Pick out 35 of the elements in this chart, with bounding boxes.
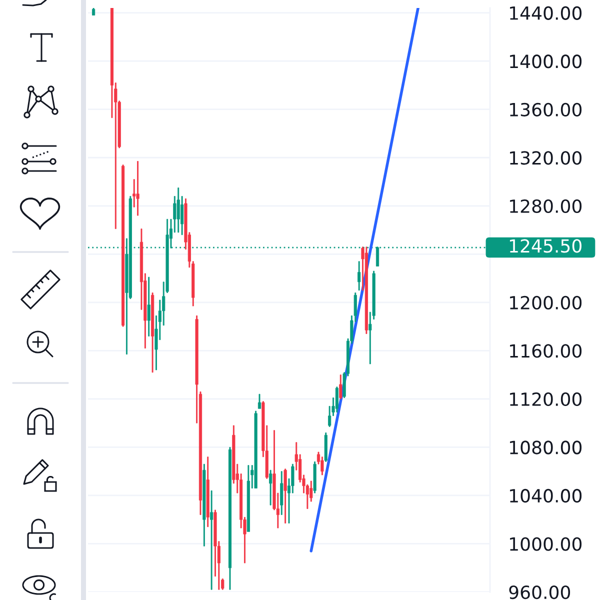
candlestick xyxy=(147,276,150,336)
candlestick xyxy=(324,432,328,462)
y-tick-label: 1040.00 xyxy=(510,488,582,503)
candlestick xyxy=(364,246,368,334)
y-tick-label: 960.00 xyxy=(509,585,570,600)
candlestick xyxy=(284,468,287,524)
candlestick xyxy=(136,161,140,216)
candlestick xyxy=(176,188,180,233)
y-tick-label: 1080.00 xyxy=(510,440,582,454)
y-tick-label: 1280.00 xyxy=(510,199,582,213)
candlestick xyxy=(335,386,338,412)
candlestick xyxy=(280,471,284,515)
y-tick-label: 1320.00 xyxy=(510,151,582,165)
candlestick xyxy=(269,470,272,506)
candlestick xyxy=(228,446,232,590)
candlestick xyxy=(313,461,316,494)
candlestick xyxy=(246,465,250,532)
y-tick-label: 1120.00 xyxy=(510,392,582,406)
candlestick xyxy=(358,261,361,291)
candlestick xyxy=(258,394,262,409)
candlestick xyxy=(122,164,125,327)
y-tick-label: 1200.00 xyxy=(510,296,582,310)
y-tick-label: 1160.00 xyxy=(510,344,582,358)
candlestick xyxy=(339,374,342,400)
candlestick xyxy=(92,8,96,16)
y-tick-label: 1440.00 xyxy=(510,6,582,20)
y-tick-label: 1400.00 xyxy=(510,54,582,68)
y-tick-label: 1000.00 xyxy=(510,537,582,551)
candlestick xyxy=(210,490,214,590)
candlestick xyxy=(206,456,210,528)
candlestick xyxy=(202,464,206,546)
candlestick xyxy=(151,292,154,373)
candlestick xyxy=(254,410,258,488)
y-tick-label: 1360.00 xyxy=(510,102,582,116)
ref-line-label: 1245.50 xyxy=(510,239,582,253)
